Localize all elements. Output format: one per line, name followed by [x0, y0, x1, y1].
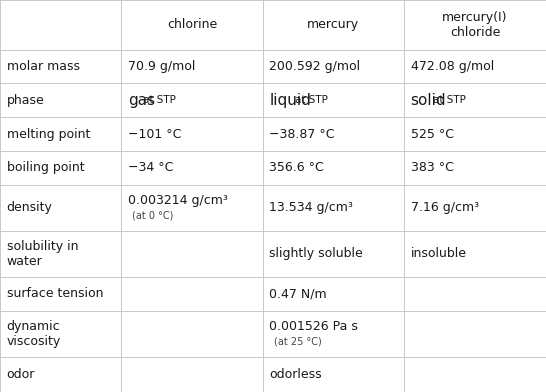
Text: −34 °C: −34 °C: [128, 161, 173, 174]
Text: density: density: [7, 201, 52, 214]
Text: phase: phase: [7, 94, 44, 107]
Text: 0.003214 g/cm³: 0.003214 g/cm³: [128, 194, 228, 207]
Text: mercury: mercury: [307, 18, 359, 31]
Text: boiling point: boiling point: [7, 161, 84, 174]
Text: molar mass: molar mass: [7, 60, 80, 73]
Text: mercury(I)
chloride: mercury(I) chloride: [442, 11, 508, 39]
Text: 7.16 g/cm³: 7.16 g/cm³: [411, 201, 479, 214]
Text: at STP: at STP: [432, 95, 466, 105]
Text: 0.001526 Pa s: 0.001526 Pa s: [269, 320, 358, 333]
Text: at STP: at STP: [143, 95, 176, 105]
Text: 70.9 g/mol: 70.9 g/mol: [128, 60, 195, 73]
Text: insoluble: insoluble: [411, 247, 467, 260]
Text: solubility in
water: solubility in water: [7, 240, 78, 268]
Text: 13.534 g/cm³: 13.534 g/cm³: [269, 201, 353, 214]
Text: 472.08 g/mol: 472.08 g/mol: [411, 60, 494, 73]
Text: surface tension: surface tension: [7, 287, 103, 300]
Text: (at 25 °C): (at 25 °C): [274, 337, 321, 347]
Text: slightly soluble: slightly soluble: [269, 247, 363, 260]
Text: 356.6 °C: 356.6 °C: [269, 161, 324, 174]
Text: 0.47 N/m: 0.47 N/m: [269, 287, 327, 300]
Text: (at 0 °C): (at 0 °C): [132, 210, 174, 220]
Text: chlorine: chlorine: [167, 18, 217, 31]
Text: 383 °C: 383 °C: [411, 161, 454, 174]
Text: melting point: melting point: [7, 127, 90, 141]
Text: at STP: at STP: [295, 95, 328, 105]
Text: −38.87 °C: −38.87 °C: [269, 127, 335, 141]
Text: −101 °C: −101 °C: [128, 127, 181, 141]
Text: odor: odor: [7, 368, 35, 381]
Text: solid: solid: [411, 93, 446, 108]
Text: dynamic
viscosity: dynamic viscosity: [7, 320, 61, 348]
Text: odorless: odorless: [269, 368, 322, 381]
Text: 200.592 g/mol: 200.592 g/mol: [269, 60, 360, 73]
Text: 525 °C: 525 °C: [411, 127, 454, 141]
Text: gas: gas: [128, 93, 155, 108]
Text: liquid: liquid: [269, 93, 311, 108]
